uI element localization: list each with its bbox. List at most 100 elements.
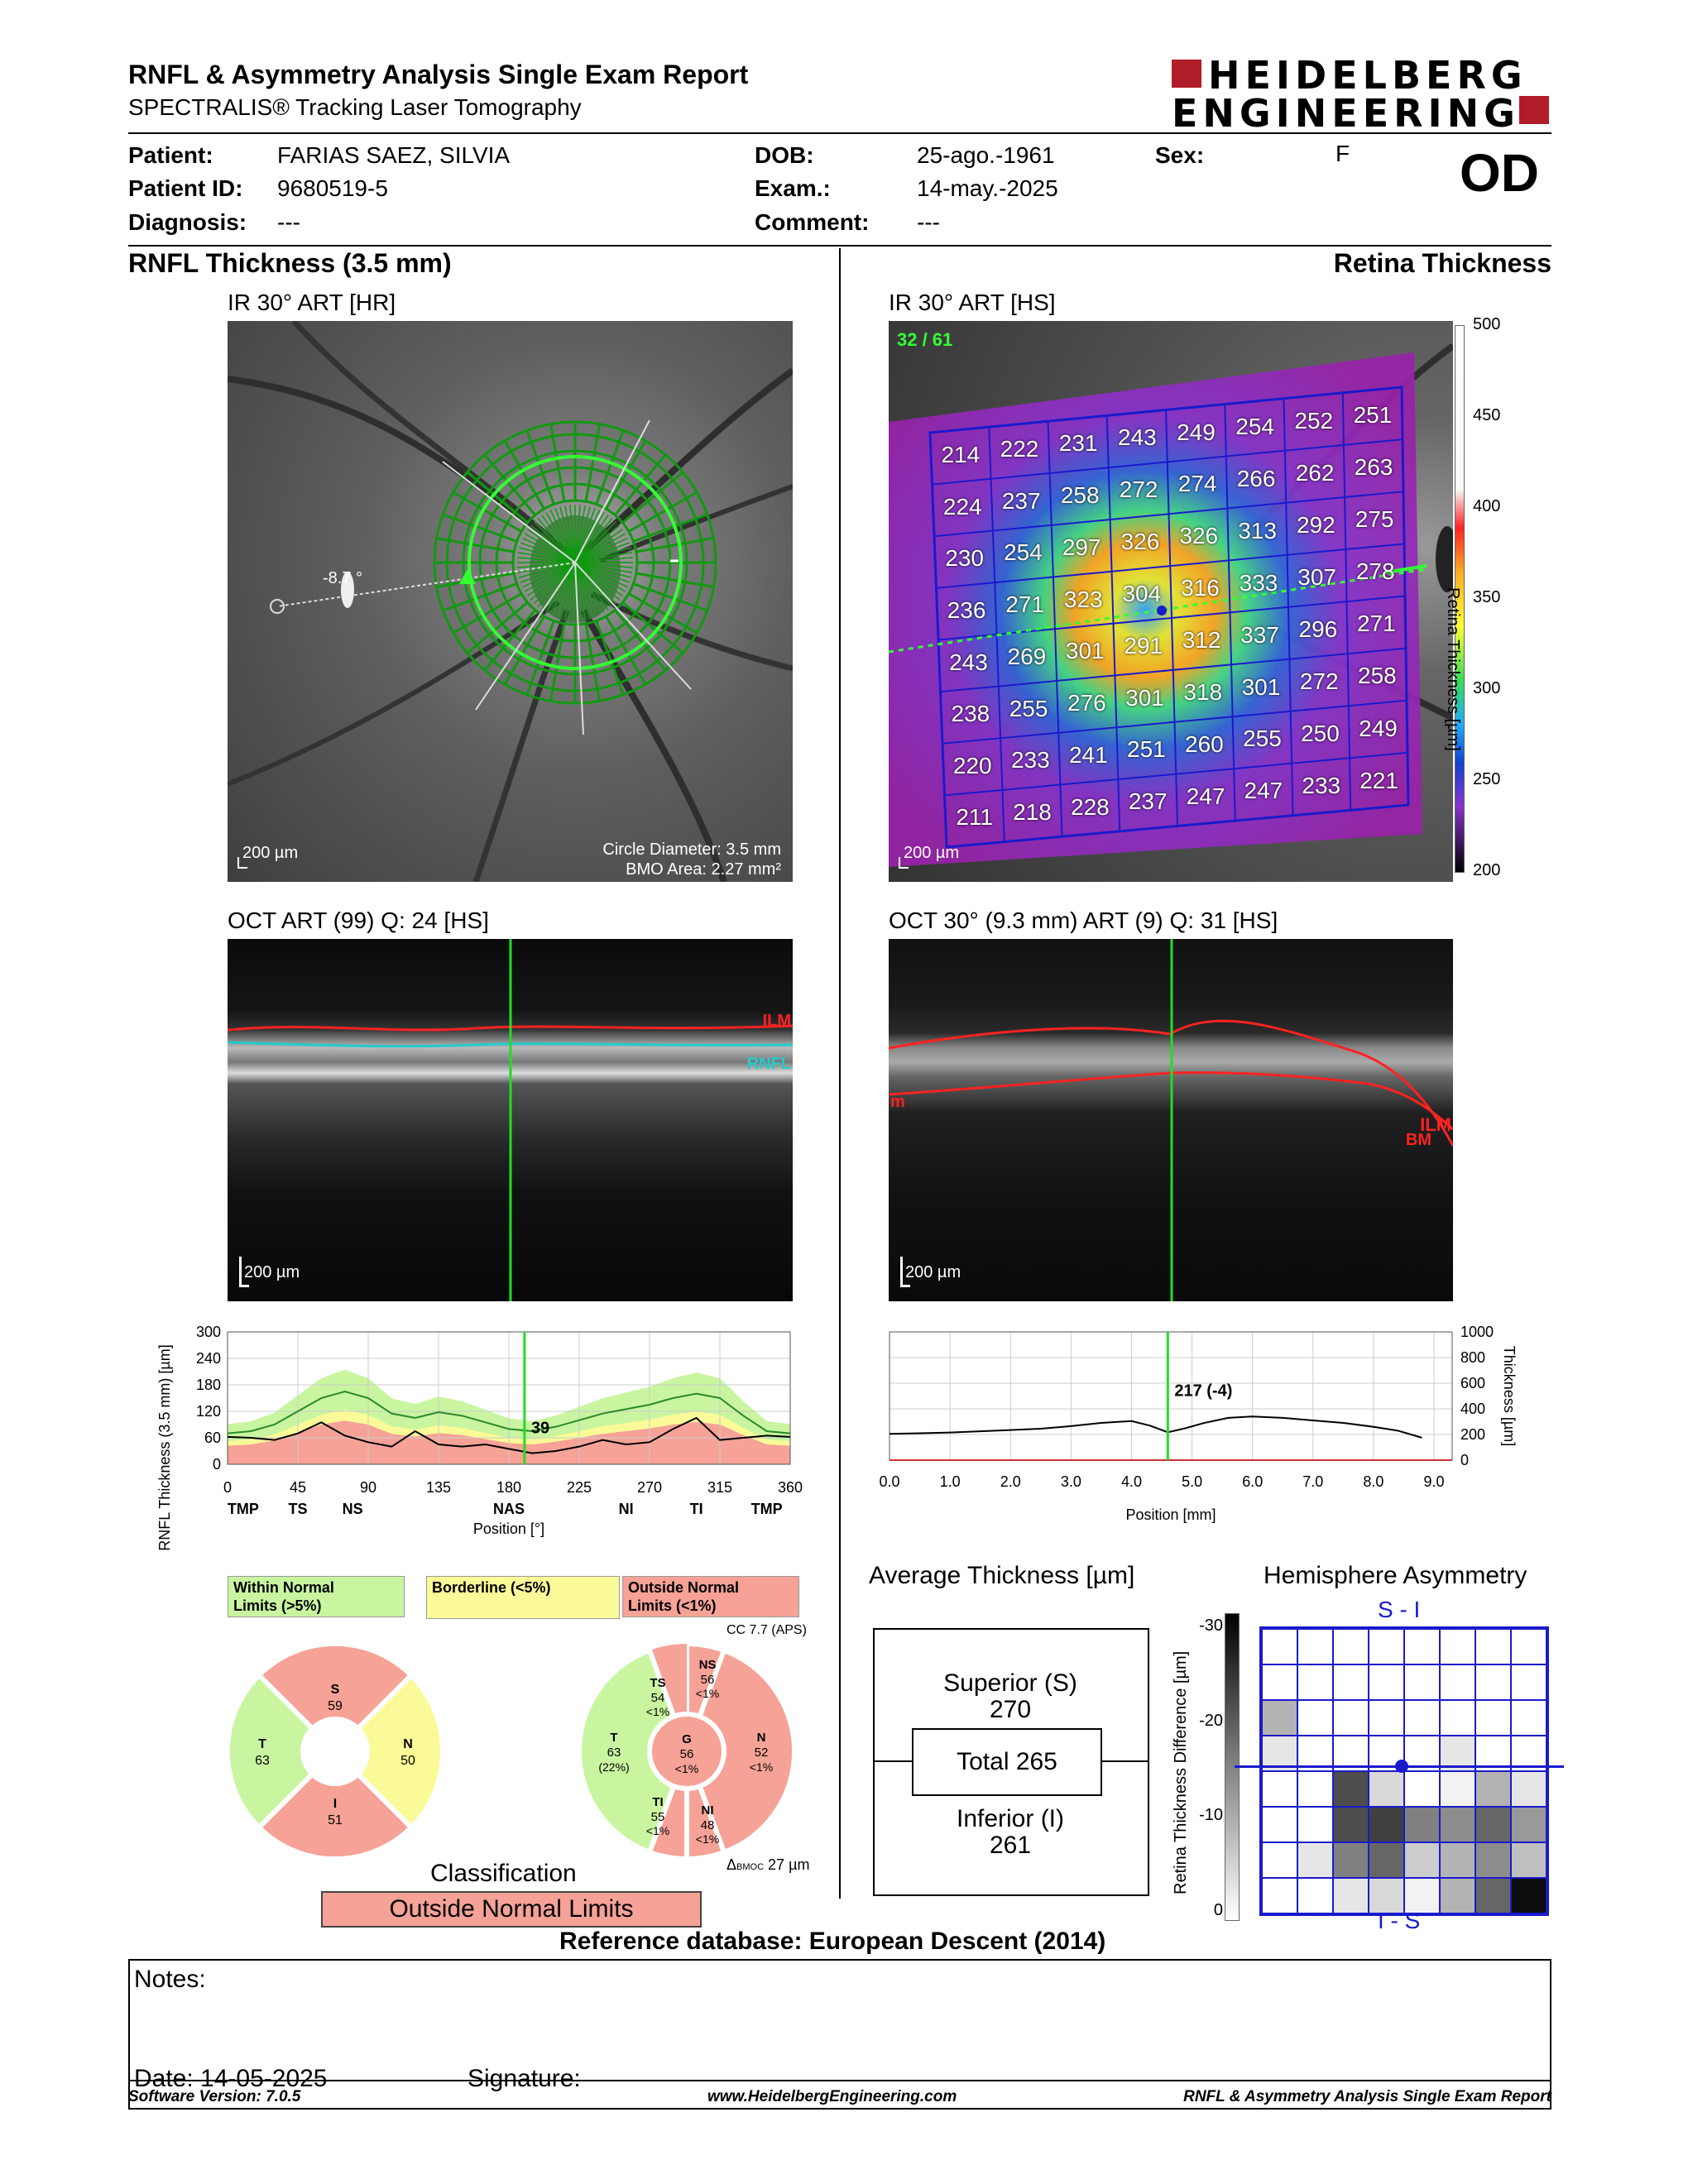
- x-tick-label: 4.0: [1121, 1473, 1142, 1490]
- sector-ti-value: 55: [651, 1810, 665, 1824]
- y-tick-label: 0: [213, 1456, 221, 1473]
- sector-g-pct: <1%: [675, 1762, 698, 1775]
- bmoc-label: ΔBMOC 27 µm: [727, 1856, 810, 1873]
- asymmetry-cell: [1333, 1771, 1369, 1807]
- asymmetry-cell: [1369, 1771, 1404, 1807]
- patient-id-label: Patient ID:: [128, 175, 243, 201]
- signature-label: Signature:: [468, 2065, 581, 2092]
- asymmetry-cell: [1475, 1807, 1511, 1842]
- classification-title: Classification: [430, 1860, 577, 1887]
- retina-grid-cell: 301: [1065, 638, 1105, 664]
- company-url[interactable]: www.HeidelbergEngineering.com: [707, 2088, 957, 2105]
- asymmetry-cell: [1333, 1664, 1369, 1700]
- retina-grid-cell: 233: [1302, 773, 1341, 799]
- asymmetry-cell: [1475, 1842, 1511, 1878]
- ir-angle-label: -8.7 °: [323, 569, 363, 587]
- sector-label: NS: [343, 1501, 363, 1517]
- dob-label: DOB:: [755, 142, 814, 168]
- right-ir-image: 32 / 61 214 222 231 243 249 254 252 251 224 237 25…: [889, 321, 1453, 882]
- notes-label: Notes:: [134, 1966, 206, 1993]
- asymmetry-cell: [1475, 1878, 1511, 1913]
- y-tick-label: 0: [1460, 1452, 1469, 1468]
- right-oct-scale: 200 µm: [905, 1263, 961, 1281]
- retina-grid-cell: 276: [1067, 690, 1106, 716]
- retina-grid-cell: 254: [1235, 413, 1274, 439]
- retina-grid-cell: 230: [945, 545, 984, 572]
- retina-grid-cell: 249: [1177, 419, 1216, 445]
- notes-box: [128, 1959, 1551, 2110]
- asymmetry-cell: [1262, 1736, 1297, 1771]
- asymmetry-cell: [1333, 1878, 1369, 1913]
- retina-grid-cell: 318: [1183, 679, 1223, 706]
- patient-name: FARIAS SAEZ, SILVIA: [277, 142, 511, 168]
- retina-grid-cell: 258: [1358, 663, 1397, 689]
- retina-grid-cell: 326: [1120, 529, 1160, 555]
- rnfl-thickness-chart: 0 60 120 180 240 300 0 45 90 135 180 225 270 315 360 TM…: [156, 1324, 803, 1551]
- sector-ts-label: TS: [650, 1676, 665, 1690]
- sector-label: NI: [619, 1501, 634, 1517]
- retina-grid-cell: 237: [1128, 788, 1168, 815]
- right-ir-scale: 200 µm: [904, 844, 960, 862]
- patient-id: 9680519-5: [277, 175, 388, 201]
- cursor-value: 39: [531, 1420, 549, 1438]
- left-ir-title: IR 30° ART [HR]: [228, 290, 396, 315]
- patient-label: Patient:: [128, 142, 213, 168]
- retina-grid-cell: 247: [1186, 783, 1225, 809]
- retina-grid-cell: 272: [1119, 477, 1158, 503]
- asymmetry-cell: [1262, 1878, 1297, 1913]
- x-tick-label: 135: [426, 1479, 451, 1496]
- asymmetry-marker: [1395, 1760, 1408, 1773]
- retina-grid-cell: 266: [1236, 465, 1276, 491]
- diagnosis-label: Diagnosis:: [128, 209, 247, 235]
- sector-ni-pct: <1%: [696, 1832, 719, 1846]
- asymmetry-cell: [1369, 1807, 1404, 1842]
- asymmetry-cell: [1440, 1842, 1475, 1878]
- asymmetry-cell: [1369, 1842, 1404, 1878]
- retina-grid-cell: 292: [1296, 511, 1336, 538]
- average-thickness-title: Average Thickness [µm]: [869, 1562, 1135, 1589]
- retina-grid-cell: 260: [1185, 730, 1224, 757]
- sector-t-value: 63: [255, 1754, 270, 1768]
- retina-grid-cell: 326: [1179, 523, 1219, 549]
- sector-ns-pct: <1%: [696, 1687, 719, 1700]
- retina-grid-cell: 297: [1062, 534, 1101, 560]
- reference-database: Reference database: European Descent (20…: [559, 1928, 1106, 1955]
- asymmetry-cell: [1404, 1700, 1440, 1736]
- sector-t6-value: 63: [607, 1746, 621, 1760]
- x-tick-label: 2.0: [1000, 1473, 1021, 1490]
- asymmetry-cell: [1333, 1842, 1369, 1878]
- asymmetry-cell: [1511, 1664, 1547, 1700]
- asymmetry-cell: [1440, 1736, 1475, 1771]
- rnfl-section-title: RNFL Thickness (3.5 mm): [128, 248, 452, 278]
- asymmetry-cell: [1262, 1664, 1297, 1700]
- asymmetry-cell: [1297, 1771, 1333, 1807]
- colorbar-tick: 350: [1473, 588, 1501, 606]
- sector-t6-pct: (22%): [598, 1760, 629, 1774]
- retina-grid-cell: 254: [1004, 539, 1043, 566]
- asymmetry-cell: [1440, 1629, 1475, 1664]
- x-tick-label: 0: [223, 1479, 232, 1496]
- m-label: m: [890, 1093, 905, 1111]
- y-tick-label: 60: [204, 1430, 221, 1446]
- patient-rnfl-line: [227, 1416, 791, 1454]
- date-label: Date: 14-05-2025: [134, 2065, 328, 2092]
- retina-grid-cell: 255: [1243, 726, 1282, 752]
- asymmetry-cell: [1440, 1700, 1475, 1736]
- retina-grid-cell: 250: [1301, 721, 1340, 747]
- x-axis-label: Position [mm]: [1125, 1506, 1216, 1523]
- right-ilm-label: ILM: [1420, 1114, 1451, 1135]
- asymmetry-cell: [1404, 1664, 1440, 1700]
- retina-grid-cell: 214: [941, 441, 981, 467]
- colorbar-tick: 250: [1473, 770, 1501, 788]
- x-tick-label: 45: [290, 1479, 306, 1496]
- eye-label: OD: [1460, 143, 1539, 203]
- retina-grid-cell: 333: [1239, 569, 1278, 596]
- inferior-value: 261: [989, 1832, 1032, 1859]
- asymmetry-cell: [1262, 1842, 1297, 1878]
- asymmetry-cell: [1262, 1629, 1297, 1664]
- asymmetry-cell: [1369, 1878, 1404, 1913]
- left-ilm-label: ILM: [762, 1012, 791, 1030]
- retina-grid-cell: 251: [1127, 736, 1166, 763]
- sector-s-label: S: [331, 1683, 340, 1697]
- cc-label: CC 7.7 (APS): [727, 1623, 807, 1637]
